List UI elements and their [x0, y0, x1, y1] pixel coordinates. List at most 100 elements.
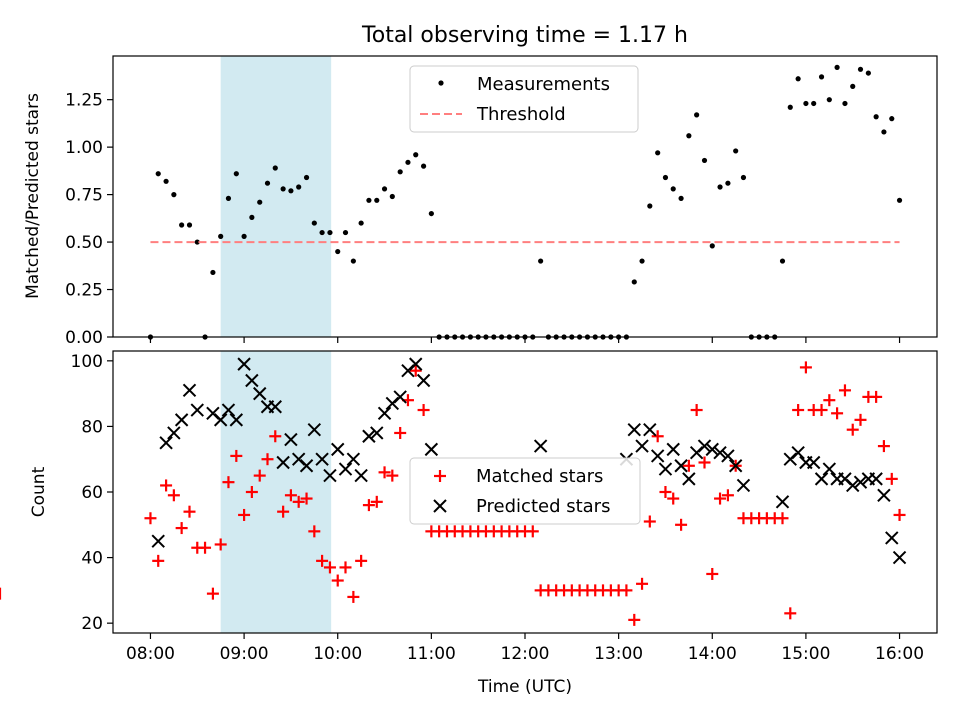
measurement-point — [717, 184, 723, 190]
matched-stars-point — [347, 590, 360, 603]
x-tick-label: 11:00 — [407, 644, 456, 664]
predicted-stars-point — [229, 413, 244, 427]
matched-stars-point — [636, 577, 649, 590]
x-tick-label: 13:00 — [594, 644, 643, 664]
matched-stars-point — [230, 449, 243, 462]
measurement-point — [233, 171, 239, 177]
measurement-point — [381, 186, 388, 192]
measurement-point — [811, 100, 817, 107]
measurement-point — [686, 133, 692, 139]
matched-stars-point — [144, 512, 157, 525]
matched-stars-point — [370, 495, 383, 508]
matched-stars-point — [620, 584, 633, 597]
measurement-point — [241, 233, 247, 239]
predicted-stars-point — [713, 445, 727, 460]
legend-measurements-marker — [438, 80, 444, 86]
predicted-stars-point — [354, 468, 368, 483]
predicted-stars-point — [877, 488, 891, 502]
matched-stars-point — [721, 489, 734, 502]
measurement-point — [818, 74, 825, 80]
observing-window-span — [220, 351, 332, 633]
matched-stars-point — [253, 469, 266, 482]
matched-stars-point — [815, 404, 828, 417]
top-y-ticks: 0.00 0.25 0.50 0.75 1.00 1.25 — [65, 91, 113, 348]
predicted-stars-point — [885, 531, 899, 545]
measurement-point — [889, 116, 895, 122]
predicted-stars-point — [643, 422, 657, 437]
matched-stars-point — [409, 364, 422, 377]
measurement-point — [374, 197, 380, 203]
measurement-point — [701, 157, 708, 164]
measurement-point — [842, 100, 848, 107]
legend-threshold-label: Threshold — [476, 104, 566, 125]
y-tick-label: 0.50 — [65, 233, 103, 253]
top-legend: Measurements Threshold — [409, 65, 639, 133]
predicted-stars-point — [736, 478, 751, 493]
predicted-stars-point — [268, 400, 282, 414]
measurement-point — [850, 83, 856, 89]
legend-predicted-marker — [433, 499, 447, 513]
matched-stars-point — [854, 413, 867, 426]
matched-stars-point — [792, 404, 805, 417]
predicted-stars-point — [814, 472, 829, 486]
predicted-stars-point — [167, 426, 181, 440]
measurement-point — [186, 222, 193, 228]
measurement-point — [288, 188, 294, 194]
matched-stars-point — [339, 561, 352, 574]
measurement-point — [787, 104, 793, 110]
bottom-panel: 20 40 60 80 100 08:00 09:00 10:00 11:00 12:00 13:… — [0, 350, 938, 697]
matched-stars-point — [870, 390, 883, 403]
matched-stars-point — [628, 613, 641, 626]
predicted-stars-point — [853, 475, 868, 489]
matched-stars-point — [183, 505, 196, 518]
measurement-point — [179, 222, 185, 228]
matched-stars-point — [238, 508, 251, 521]
y-tick-label: 20 — [81, 614, 103, 634]
matched-stars-point — [659, 486, 672, 498]
bottom-y-axis-label: Count — [29, 466, 49, 517]
measurement-point — [538, 258, 544, 264]
matched-stars-point — [714, 492, 727, 505]
measurement-point — [296, 184, 302, 190]
predicted-stars-point — [213, 413, 228, 427]
measurement-point — [709, 243, 715, 249]
matched-stars-point — [277, 505, 290, 518]
measurement-point — [413, 152, 419, 158]
measurement-point — [873, 114, 879, 120]
matched-stars-point — [675, 518, 688, 531]
measurement-point — [803, 100, 809, 107]
matched-stars-point — [667, 492, 680, 505]
predicted-stars-point — [666, 442, 680, 457]
top-panel: Total observing time = 1.17 h 0.000.250.… — [23, 23, 938, 348]
matched-stars-point — [160, 479, 173, 492]
bottom-legend: Matched stars Predicted stars — [409, 457, 641, 525]
measurement-point — [896, 197, 903, 203]
bottom-x-ticks: 08:00 09:00 10:00 11:00 12:00 13:00 14:00 15:00… — [126, 633, 924, 664]
y-tick-label: 0.25 — [65, 281, 103, 301]
matched-stars-point — [823, 394, 836, 407]
predicted-stars-point — [331, 442, 345, 457]
legend-matched-label: Matched stars — [476, 466, 603, 487]
measurement-point — [795, 76, 801, 82]
measurement-point — [639, 258, 645, 264]
predicted-stars-point — [245, 373, 259, 388]
measurement-point — [857, 66, 864, 72]
predicted-stars-point — [705, 442, 719, 457]
measurement-point — [218, 233, 224, 239]
predicted-stars-point — [377, 406, 392, 421]
chart-title: Total observing time = 1.17 h — [361, 23, 688, 48]
predicted-stars-point — [721, 449, 735, 463]
predicted-stars-point — [393, 390, 407, 404]
matched-stars-point — [799, 361, 812, 374]
matched-stars-point — [776, 512, 789, 525]
predicted-stars-point — [370, 426, 384, 440]
matched-stars-point — [269, 430, 282, 443]
measurement-point — [280, 186, 286, 192]
matched-stars-point — [526, 525, 539, 538]
top-plot-marks — [147, 64, 903, 340]
measurement-point — [678, 195, 684, 201]
matched-stars-point — [167, 489, 180, 502]
matched-stars-point — [394, 426, 407, 439]
matched-stars-point — [355, 554, 368, 567]
y-tick-label: 80 — [81, 417, 103, 437]
